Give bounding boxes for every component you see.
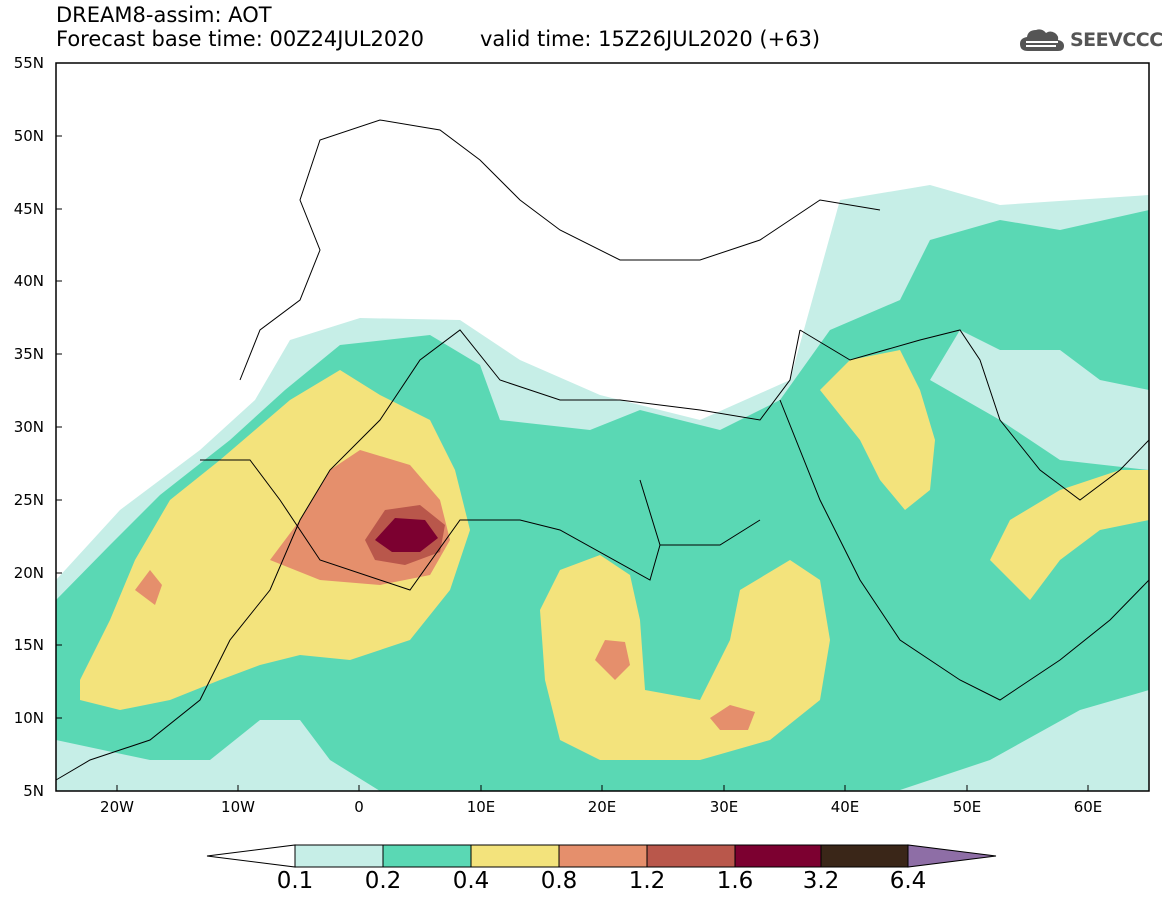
x-tick-label: 10W bbox=[221, 798, 255, 816]
forecast-base-time: Forecast base time: 00Z24JUL2020 bbox=[56, 27, 425, 51]
valid-time: valid time: 15Z26JUL2020 (+63) bbox=[480, 27, 821, 51]
colorbar-bin-6 bbox=[734, 844, 822, 868]
y-tick-label: 45N bbox=[13, 200, 44, 218]
colorbar-bin-1 bbox=[294, 844, 384, 868]
x-tick-label: 30E bbox=[709, 798, 739, 816]
y-tick-label: 10N bbox=[13, 709, 44, 727]
colorbar-bin-4 bbox=[558, 844, 648, 868]
x-tick-label: 60E bbox=[1073, 798, 1103, 816]
seevccc-logo: SEEVCCC bbox=[1018, 24, 1163, 56]
aot-contour-1.6 bbox=[375, 518, 438, 552]
colorbar-label: 3.2 bbox=[802, 868, 840, 894]
x-tick-label: 20W bbox=[100, 798, 134, 816]
colorbar-label: 0.2 bbox=[364, 868, 402, 894]
y-tick-label: 50N bbox=[13, 127, 44, 145]
y-tick-label: 20N bbox=[13, 564, 44, 582]
colorbar-under bbox=[206, 844, 296, 868]
colorbar-label: 0.4 bbox=[452, 868, 490, 894]
colorbar-over bbox=[907, 844, 997, 868]
x-tick-label: 20E bbox=[587, 798, 617, 816]
colorbar-bin-3 bbox=[470, 844, 560, 868]
aot-contour-0.8-patch3 bbox=[135, 570, 162, 605]
y-tick-label: 30N bbox=[13, 418, 44, 436]
coastlines bbox=[55, 119, 1150, 781]
colorbar bbox=[206, 844, 997, 868]
colorbar-bin-2 bbox=[382, 844, 472, 868]
logo-text: SEEVCCC bbox=[1070, 29, 1163, 51]
product-title: DREAM8-assim: AOT bbox=[56, 3, 272, 27]
colorbar-label: 1.6 bbox=[716, 868, 754, 894]
aot-contour-0.4-arabia bbox=[820, 350, 935, 510]
x-tick-label: 50E bbox=[952, 798, 982, 816]
x-tick-label: 10E bbox=[466, 798, 496, 816]
aot-contour-0.4-oman bbox=[990, 470, 1149, 600]
colorbar-label: 1.2 bbox=[628, 868, 666, 894]
colorbar-bin-7 bbox=[820, 844, 909, 868]
colorbar-label: 0.1 bbox=[276, 868, 314, 894]
y-tick-label: 35N bbox=[13, 345, 44, 363]
aot-contour-0.8-patch2 bbox=[710, 705, 755, 730]
colorbar-label: 6.4 bbox=[889, 868, 927, 894]
y-tick-label: 15N bbox=[13, 636, 44, 654]
x-tick-label: 40E bbox=[830, 798, 860, 816]
cloud-icon bbox=[1020, 29, 1064, 51]
x-tick-label: 0 bbox=[354, 798, 364, 816]
y-tick-label: 40N bbox=[13, 272, 44, 290]
colorbar-bin-5 bbox=[646, 844, 736, 868]
aot-contour-0.4-chad bbox=[540, 555, 830, 760]
y-tick-label: 25N bbox=[13, 491, 44, 509]
axis-ticks bbox=[56, 62, 1089, 791]
y-tick-label: 55N bbox=[13, 54, 44, 72]
colorbar-label: 0.8 bbox=[540, 868, 578, 894]
aot-contour-0.8-patch bbox=[595, 640, 630, 680]
y-tick-label: 5N bbox=[23, 782, 44, 800]
